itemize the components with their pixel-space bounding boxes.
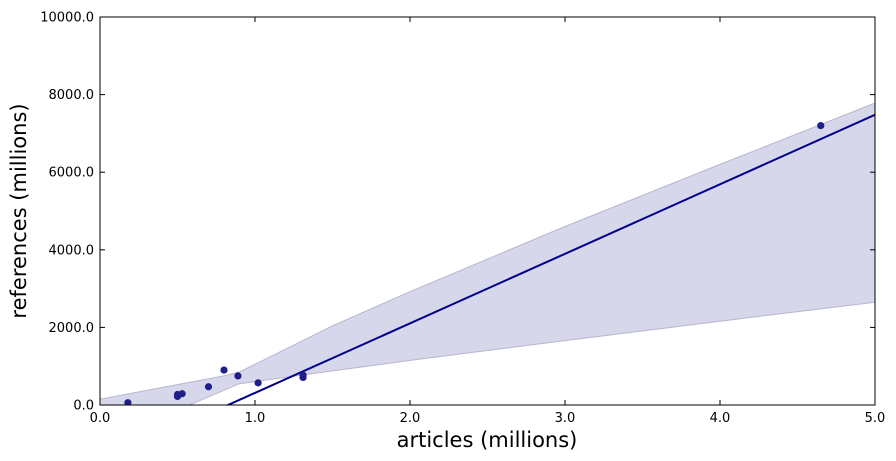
fit-line (225, 113, 875, 405)
data-point (124, 399, 132, 405)
y-tick-label: 10000.0 (40, 11, 94, 26)
x-tick-label: 4.0 (710, 411, 731, 426)
data-point (817, 122, 825, 130)
x-tick-label: 0.0 (90, 411, 111, 426)
data-points-layer (124, 122, 825, 405)
data-point (299, 371, 307, 379)
y-axis-label: references (millions) (7, 103, 31, 318)
y-tick-label: 4000.0 (49, 243, 95, 258)
x-axis: 0.0 1.0 2.0 3.0 4.0 5.0 (90, 17, 886, 426)
y-axis: 0.0 2000.0 4000.0 6000.0 8000.0 10000.0 (40, 11, 875, 414)
y-tick-label: 8000.0 (49, 88, 95, 103)
x-tick-label: 2.0 (400, 411, 421, 426)
x-tick-label: 1.0 (245, 411, 266, 426)
data-point (204, 383, 213, 391)
data-point (220, 366, 228, 374)
y-tick-label: 2000.0 (49, 321, 95, 336)
y-tick-label: 6000.0 (49, 166, 95, 181)
plot-frame (99, 16, 876, 406)
confidence-band (100, 102, 875, 405)
x-axis-label: articles (millions) (397, 428, 578, 452)
data-point (234, 372, 242, 380)
data-point (254, 379, 262, 387)
data-point (178, 390, 186, 398)
fit-line-layer (225, 113, 875, 405)
x-tick-label: 3.0 (555, 411, 576, 426)
y-tick-label: 0.0 (73, 399, 94, 414)
x-tick-label: 5.0 (865, 411, 886, 426)
confidence-band-layer (100, 102, 875, 405)
